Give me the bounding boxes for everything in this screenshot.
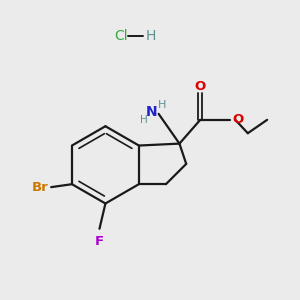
- Text: H: H: [146, 28, 156, 43]
- Text: H: H: [158, 100, 166, 110]
- Text: Cl: Cl: [114, 28, 128, 43]
- Text: Br: Br: [32, 181, 48, 194]
- Text: H: H: [140, 115, 148, 125]
- Text: N: N: [146, 105, 157, 119]
- Text: O: O: [195, 80, 206, 93]
- Text: F: F: [95, 235, 104, 248]
- Text: O: O: [232, 113, 243, 126]
